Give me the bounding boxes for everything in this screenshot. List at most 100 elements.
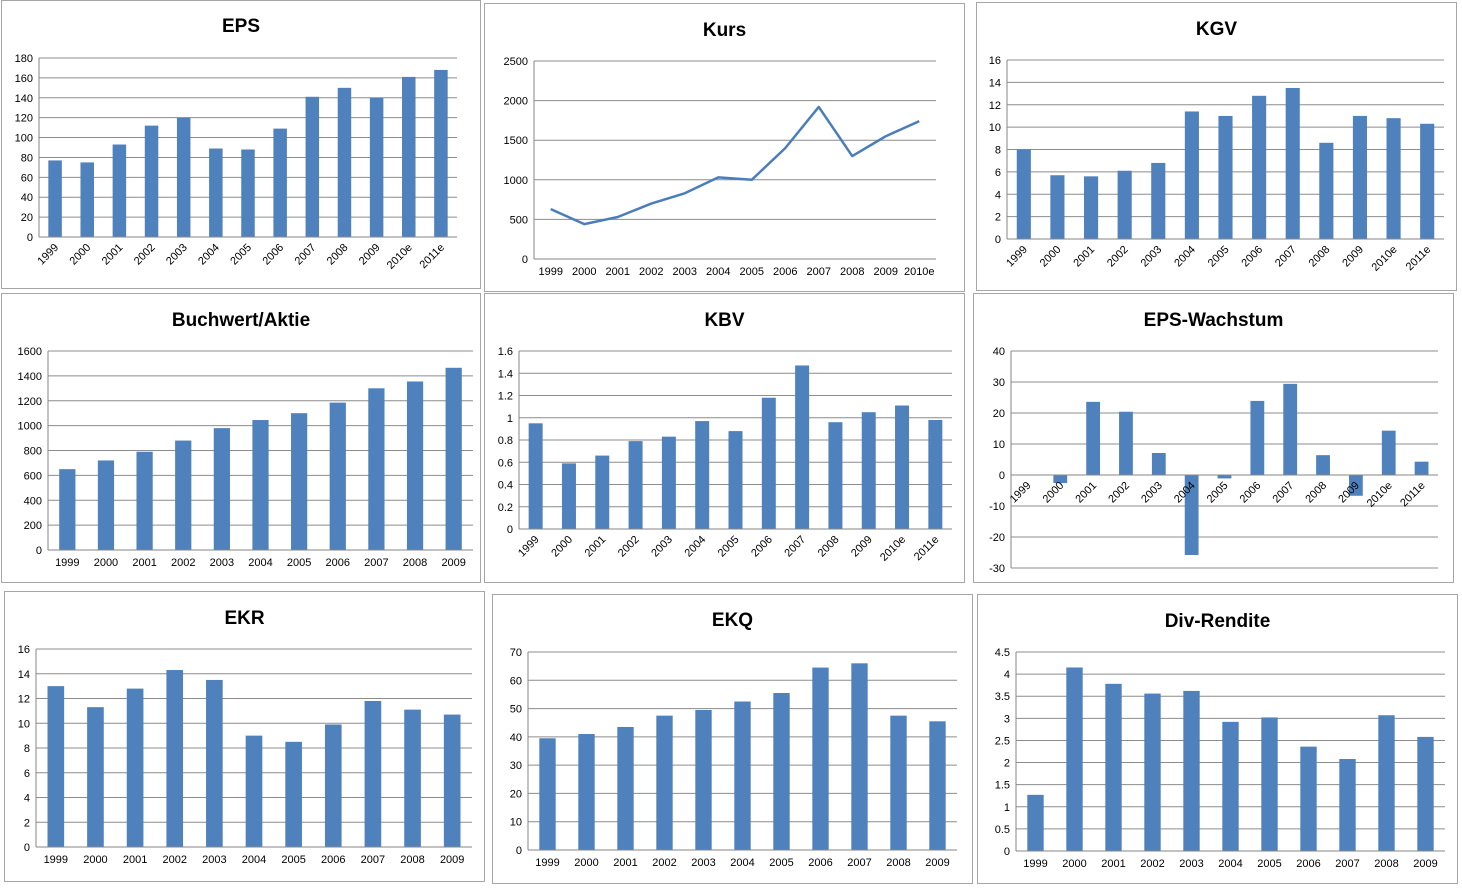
bar-2006 [761, 397, 776, 529]
chart-title: EPS-Wachstum [1143, 310, 1284, 331]
y-tick-label: 0.6 [498, 457, 513, 469]
bar-2002 [144, 125, 159, 237]
x-tick-label: 2009 [849, 534, 875, 560]
x-tick-label: 2008 [1307, 244, 1333, 270]
bar-2009 [1352, 115, 1368, 239]
y-tick-label: 500 [510, 214, 528, 226]
y-tick-label: 40 [510, 732, 522, 744]
y-tick-label: 10 [989, 122, 1001, 134]
chart-title: EKQ [711, 610, 754, 631]
x-tick-label: 2011e [1398, 480, 1428, 510]
y-tick-label: 0 [36, 545, 42, 557]
bar-2007 [364, 700, 382, 847]
x-tick-label: 2003 [164, 242, 190, 268]
y-tick-label: 10 [18, 718, 30, 730]
x-tick-label: 2007 [807, 266, 831, 278]
x-tick-label: 1999 [44, 854, 68, 866]
bar-2002 [1117, 170, 1132, 239]
y-tick-label: 14 [989, 77, 1001, 89]
x-tick-label: 2004 [248, 557, 272, 569]
x-tick-label: 2001 [123, 854, 147, 866]
x-tick-label: 2002 [652, 857, 676, 869]
x-tick-label: 2006 [749, 534, 775, 560]
bar-2009 [443, 714, 461, 847]
x-tick-label: 2008 [840, 266, 864, 278]
bar-2003 [176, 117, 191, 237]
bar-2003 [661, 436, 676, 529]
bar-2005 [773, 693, 790, 850]
x-tick-label: 2004 [1218, 858, 1242, 870]
bar-2001 [595, 455, 610, 529]
y-tick-label: 120 [15, 113, 33, 125]
y-tick-label: 0.8 [498, 435, 513, 447]
chart-title: EPS [221, 16, 261, 37]
x-tick-label: 2003 [649, 534, 675, 560]
bar-2000 [1053, 475, 1068, 484]
chart-buchwert: 0 200 400 600 800 1000 1200 1400 1600 1999 2000 200… [18, 346, 473, 569]
y-tick-label: 2 [995, 212, 1001, 224]
x-tick-label: 2002 [1106, 480, 1132, 506]
x-tick-label: 2010e [904, 266, 935, 278]
x-tick-label: 2005 [769, 857, 793, 869]
x-tick-label: 2004 [1172, 244, 1198, 270]
y-tick-label: 0 [507, 524, 513, 536]
chart-eps: 0 20 40 60 80 100 120 140 160 180 1999 2000 2001 2002… [15, 53, 457, 272]
chart-title: Buchwert/Aktie [171, 310, 311, 331]
y-tick-label: 14 [18, 669, 30, 681]
bar-1999 [47, 686, 65, 847]
chart-panel-div-rendite: Div-Rendite 0 0.5 1 1.5 2 2.5 3 3.5 4 4.5 1999 2000… [977, 594, 1458, 884]
x-tick-label: 2009 [1413, 858, 1437, 870]
bar-2000 [87, 707, 104, 847]
x-tick-label: 2005 [716, 534, 742, 560]
y-tick-label: 70 [510, 647, 522, 659]
y-tick-label: 10 [993, 439, 1005, 451]
chart-kbv: 0 0.2 0.4 0.6 0.8 1 1.2 1.4 1.6 1999 2000 2001 2002 2… [498, 346, 952, 564]
bar-2001 [126, 688, 144, 847]
y-tick-label: 16 [18, 644, 30, 656]
x-tick-label: 2006 [1296, 858, 1320, 870]
x-tick-label: 2000 [83, 854, 107, 866]
y-tick-label: 60 [510, 675, 522, 687]
x-tick-label: 2003 [1139, 244, 1165, 270]
x-tick-label: 2008 [403, 557, 427, 569]
x-tick-label: 2007 [782, 534, 808, 560]
bar-2008 [1319, 142, 1334, 239]
x-tick-label: 1999 [1004, 244, 1030, 270]
chart-kgv: 0 2 4 6 8 10 12 14 16 1999 2000 2001 2002 2003 2004 200… [989, 55, 1444, 274]
x-tick-label: 2008 [325, 242, 351, 268]
x-tick-label: 2004 [730, 857, 754, 869]
x-tick-label: 2006 [1238, 480, 1264, 506]
bar-2000 [578, 734, 595, 850]
bar-2004 [252, 420, 269, 550]
y-tick-label: 3.5 [995, 691, 1010, 703]
y-tick-label: 200 [24, 520, 42, 532]
bar-2005 [1261, 717, 1278, 851]
x-tick-label: 1999 [516, 534, 542, 560]
y-tick-label: 0 [999, 470, 1005, 482]
bar-2010e [1381, 430, 1396, 475]
bar-2004 [245, 735, 263, 847]
y-tick-label: 6 [995, 167, 1001, 179]
x-tick-label: 1999 [539, 266, 563, 278]
x-tick-label: 2006 [1239, 244, 1265, 270]
x-tick-label: 2009 [925, 857, 949, 869]
y-tick-label: 40 [21, 192, 33, 204]
x-tick-label: 1999 [35, 242, 61, 268]
bar-2007 [795, 365, 810, 529]
y-tick-label: 0 [995, 234, 1001, 246]
y-tick-label: 8 [995, 145, 1001, 157]
y-tick-label: 0 [516, 845, 522, 857]
y-tick-label: 1.5 [995, 780, 1010, 792]
bar-2011e [1414, 461, 1429, 475]
x-tick-label: 2002 [162, 854, 186, 866]
chart-kurs: 0 500 1000 1500 2000 2500 1999 2000 2001 2002 2003… [504, 56, 936, 278]
y-tick-label: 1 [1004, 802, 1010, 814]
bar-2004 [734, 701, 751, 850]
y-tick-label: 1.2 [498, 391, 513, 403]
bar-2006 [324, 724, 342, 847]
bar-2003 [1151, 452, 1166, 475]
bar-2002 [656, 715, 673, 850]
y-tick-label: 30 [993, 377, 1005, 389]
x-tick-label: 2001 [1073, 480, 1099, 506]
x-tick-label: 2008 [816, 534, 842, 560]
